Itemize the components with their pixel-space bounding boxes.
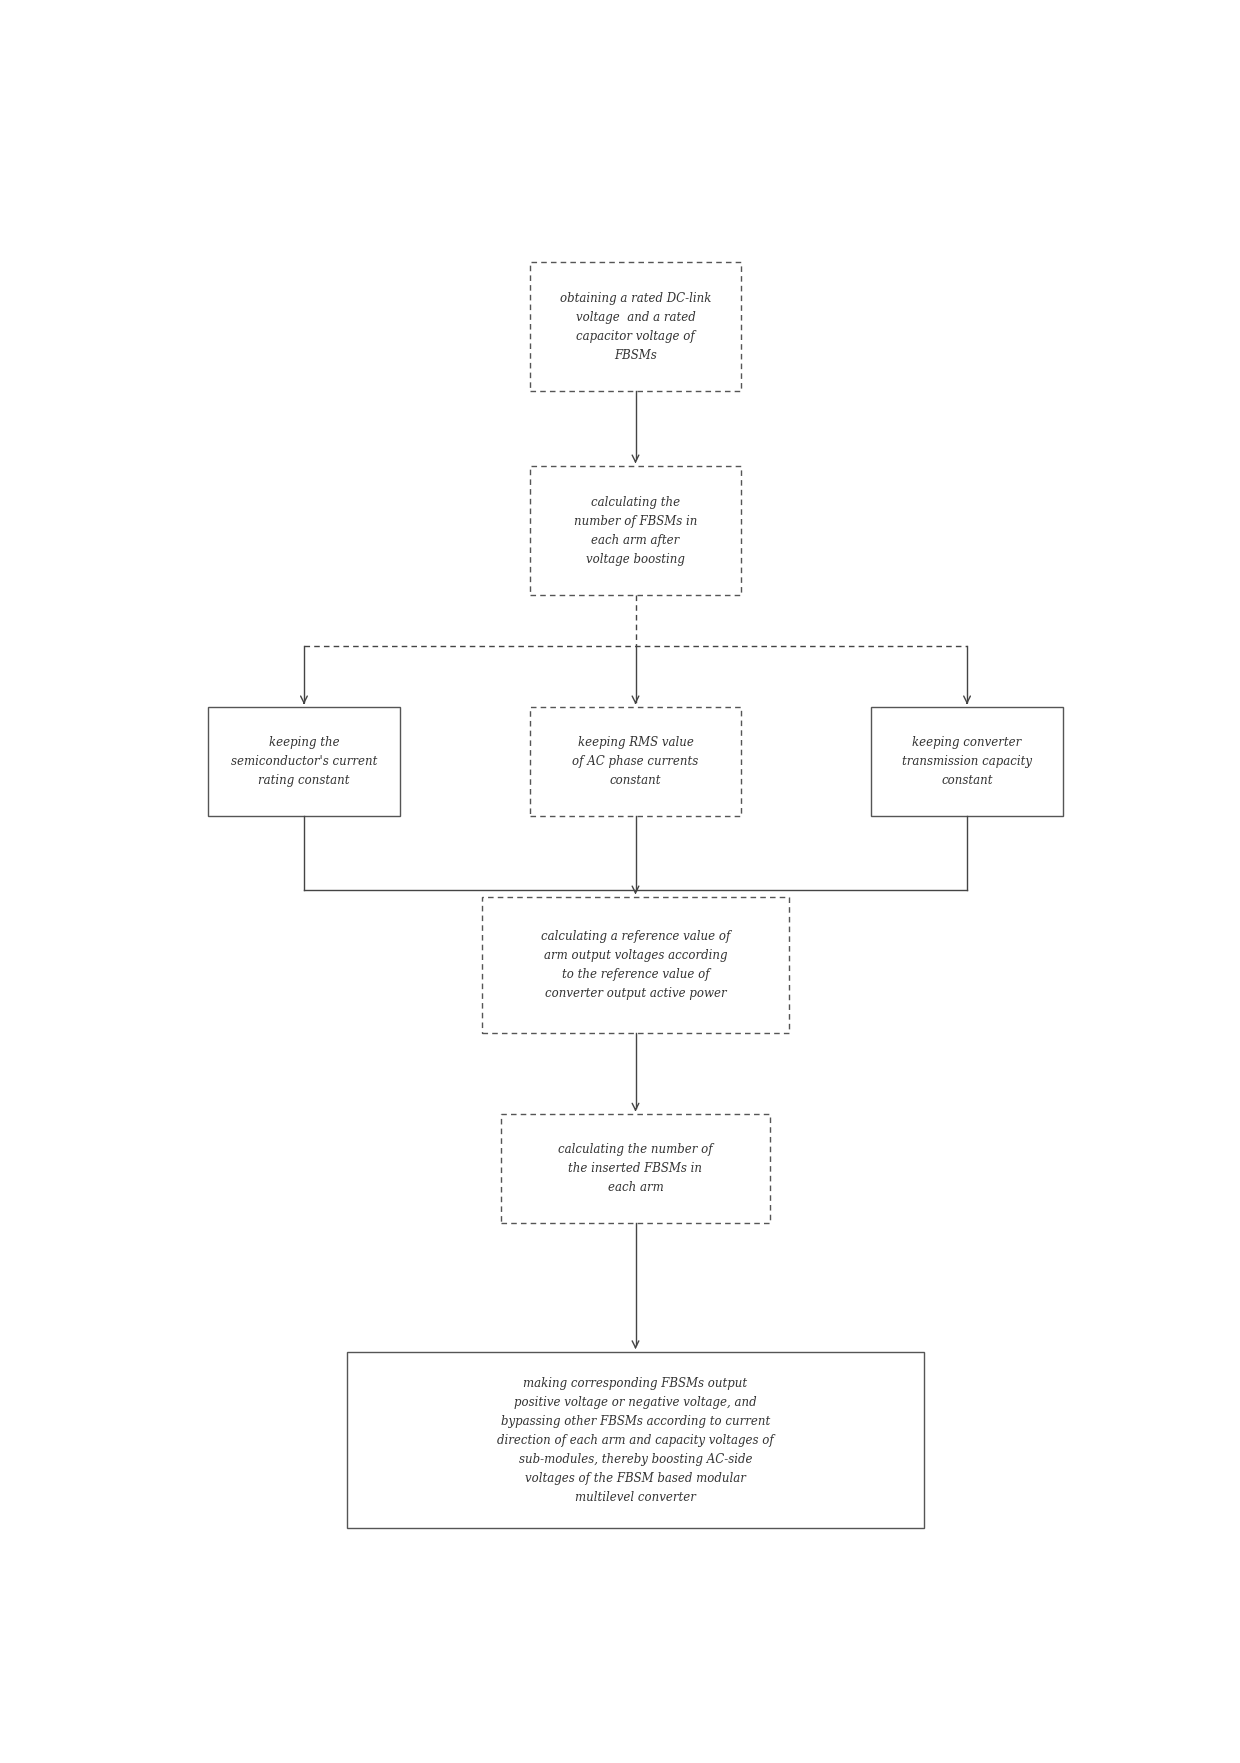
Text: calculating a reference value of
arm output voltages according
to the reference : calculating a reference value of arm out… bbox=[541, 929, 730, 1000]
Bar bbox=[208, 707, 401, 816]
Bar bbox=[481, 897, 789, 1033]
Text: calculating the number of
the inserted FBSMs in
each arm: calculating the number of the inserted F… bbox=[558, 1142, 713, 1194]
Bar bbox=[347, 1352, 924, 1529]
Text: obtaining a rated DC-link
voltage  and a rated
capacitor voltage of
FBSMs: obtaining a rated DC-link voltage and a … bbox=[559, 293, 712, 361]
Text: making corresponding FBSMs output
positive voltage or negative voltage, and
bypa: making corresponding FBSMs output positi… bbox=[497, 1377, 774, 1504]
Text: keeping the
semiconductor's current
rating constant: keeping the semiconductor's current rati… bbox=[231, 735, 377, 786]
Bar bbox=[529, 263, 742, 391]
Text: keeping RMS value
of AC phase currents
constant: keeping RMS value of AC phase currents c… bbox=[573, 735, 698, 786]
Bar bbox=[501, 1114, 770, 1224]
Bar bbox=[529, 465, 742, 596]
Text: keeping converter
transmission capacity
constant: keeping converter transmission capacity … bbox=[901, 735, 1032, 786]
Bar bbox=[870, 707, 1063, 816]
Text: calculating the
number of FBSMs in
each arm after
voltage boosting: calculating the number of FBSMs in each … bbox=[574, 495, 697, 566]
Bar bbox=[529, 707, 742, 816]
